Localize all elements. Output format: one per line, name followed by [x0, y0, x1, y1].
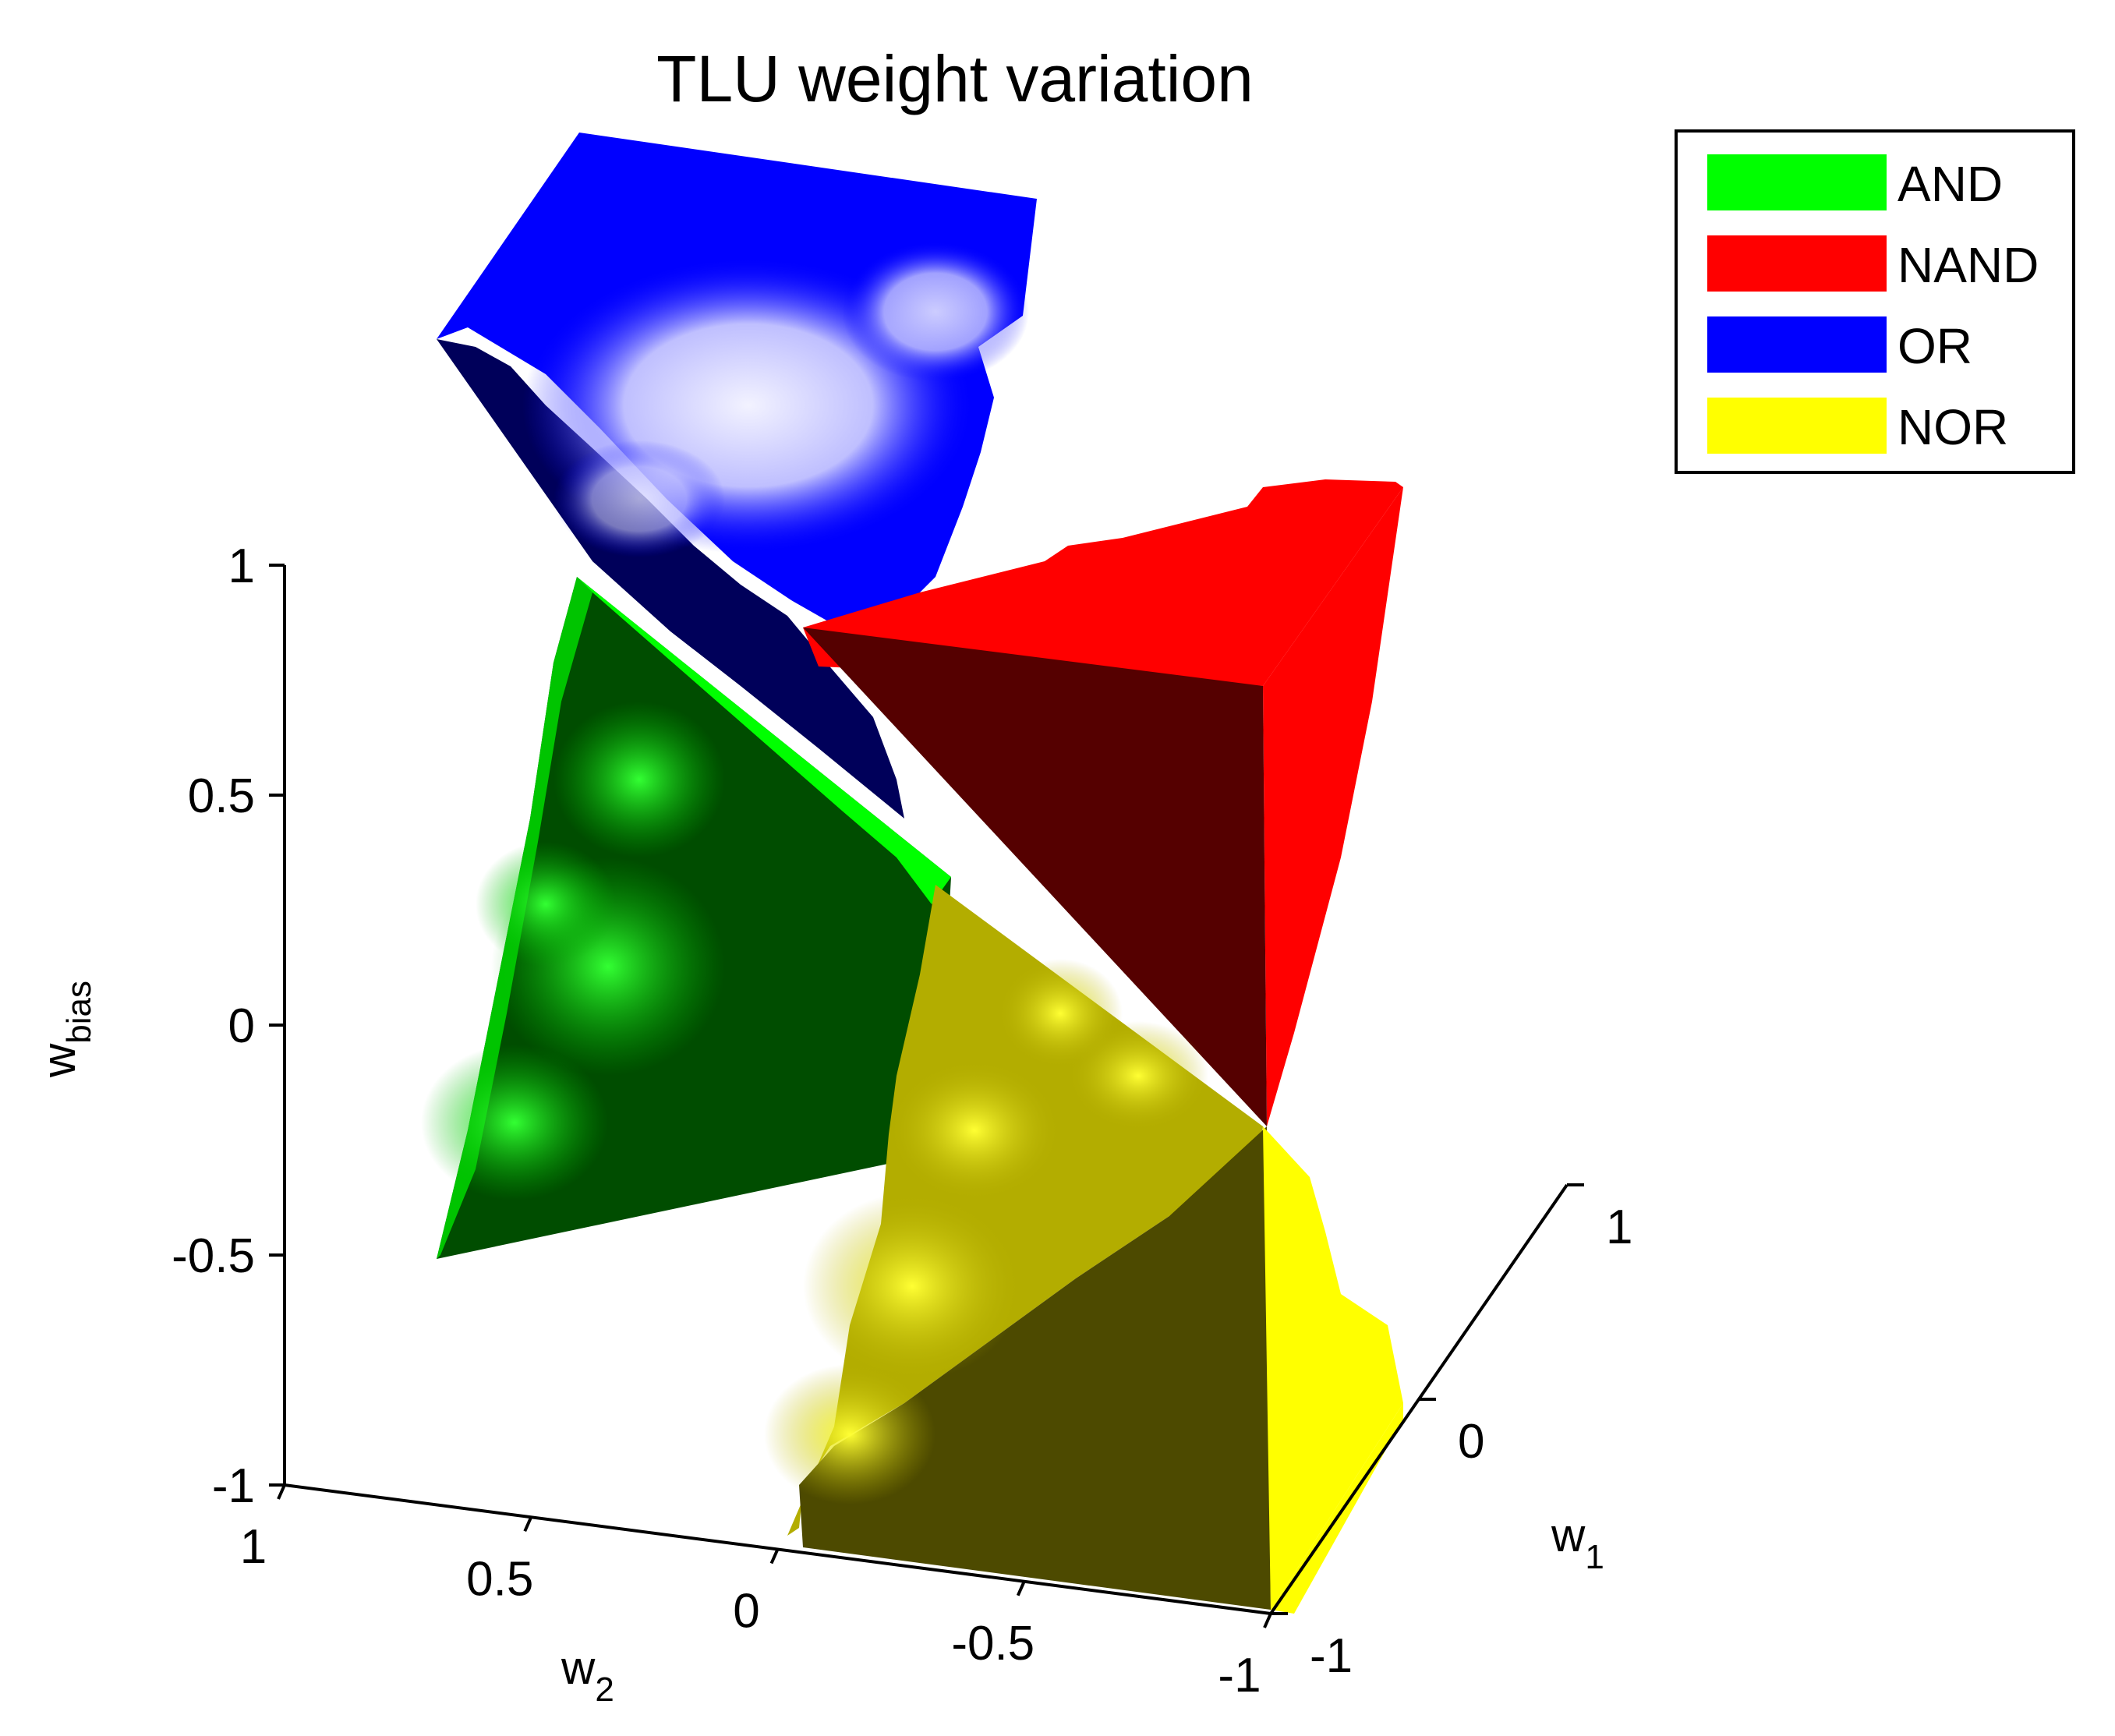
axis-y-tick	[523, 1516, 533, 1533]
nand-face	[803, 479, 1403, 686]
and-highlight	[554, 702, 725, 857]
axis-y-tick-label: 0.5	[466, 1552, 533, 1606]
legend-label-nand: NAND	[1897, 237, 2039, 293]
series-and	[421, 577, 951, 1259]
axis-z-label: wbias	[33, 981, 98, 1078]
axis-y-tick-label: -0.5	[951, 1617, 1035, 1671]
nor-bottom-face	[1271, 1403, 1403, 1614]
legend-swatch-nor	[1707, 398, 1887, 454]
legend-label-or: OR	[1897, 318, 1972, 374]
axis-z-tick-label: 1	[228, 539, 255, 593]
nor-side-face	[1263, 1126, 1403, 1610]
axis-x-label: w1	[1551, 1509, 1604, 1576]
or-highlight	[842, 242, 1029, 382]
axis-x-tick-label: 0	[1458, 1415, 1484, 1469]
axis-y-tick	[277, 1484, 286, 1500]
axis-y-tick	[1263, 1613, 1272, 1628]
and-highlight	[476, 842, 616, 967]
axis-x-tick-label: 1	[1606, 1200, 1632, 1254]
and-bright-edge	[577, 577, 951, 904]
axis-z-tick-label: -0.5	[172, 1229, 255, 1283]
series-nor	[764, 885, 1403, 1614]
nand-side-face	[1263, 487, 1403, 1126]
axis-z-tick-label: 0	[228, 999, 255, 1053]
axis-y-tick	[769, 1548, 780, 1565]
nor-shadow-face	[799, 1126, 1271, 1610]
chart-title: TLU weight variation	[656, 42, 1254, 115]
legend-label-and: AND	[1897, 156, 2003, 212]
axis-z: 1 0.5 0 -0.5 -1 wbias	[33, 539, 286, 1513]
axis-y-tick-label: 1	[240, 1520, 267, 1574]
legend: AND NAND OR NOR	[1675, 129, 2075, 474]
legend-label-nor: NOR	[1897, 399, 2008, 455]
axis-z-tick-label: 0.5	[188, 769, 255, 823]
series-or	[437, 133, 1037, 819]
axis-z-tick-label: -1	[212, 1459, 255, 1513]
axis-y-tick-label: 0	[733, 1585, 759, 1639]
nor-highlight	[998, 959, 1123, 1068]
axis-y-label: w2	[561, 1642, 614, 1709]
legend-swatch-nand	[1707, 235, 1887, 292]
legend-swatch-or	[1707, 316, 1887, 373]
nand-shadow-face	[803, 628, 1267, 1126]
axis-x-tick-label: -1	[1310, 1629, 1353, 1683]
nor-highlight	[803, 1193, 1021, 1380]
axis-y-tick	[1016, 1580, 1026, 1596]
axis-x: -1 0 1 w1	[1269, 1183, 1632, 1683]
nor-highlight	[889, 1060, 1060, 1200]
nor-highlight	[764, 1364, 935, 1504]
and-highlight	[421, 1045, 608, 1200]
or-highlight	[554, 440, 725, 557]
axis-y-tick-label: -1	[1218, 1649, 1261, 1702]
series-nand	[803, 479, 1403, 1126]
legend-swatch-and	[1707, 154, 1887, 210]
axis-y: 1 0.5 0 -0.5 -1 w2	[240, 1483, 1272, 1709]
